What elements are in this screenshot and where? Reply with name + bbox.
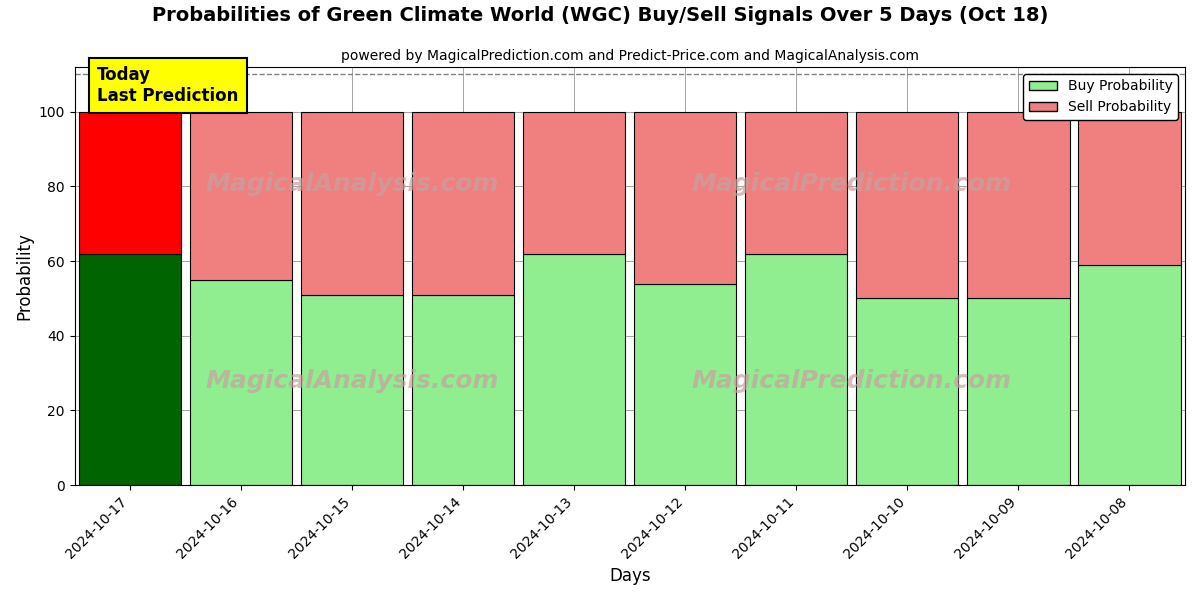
Bar	[1079, 112, 1181, 265]
Bar	[412, 112, 515, 295]
Text: MagicalPrediction.com: MagicalPrediction.com	[692, 368, 1012, 392]
Bar	[635, 112, 737, 284]
Y-axis label: Probability: Probability	[16, 232, 34, 320]
Text: MagicalAnalysis.com: MagicalAnalysis.com	[205, 172, 499, 196]
Bar	[967, 298, 1069, 485]
Bar	[412, 295, 515, 485]
Text: Probabilities of Green Climate World (WGC) Buy/Sell Signals Over 5 Days (Oct 18): Probabilities of Green Climate World (WG…	[152, 6, 1048, 25]
X-axis label: Days: Days	[610, 567, 650, 585]
Bar	[857, 112, 959, 298]
Bar	[190, 280, 293, 485]
Title: powered by MagicalPrediction.com and Predict-Price.com and MagicalAnalysis.com: powered by MagicalPrediction.com and Pre…	[341, 49, 919, 63]
Text: MagicalPrediction.com: MagicalPrediction.com	[692, 172, 1012, 196]
Bar	[301, 295, 403, 485]
Text: MagicalAnalysis.com: MagicalAnalysis.com	[205, 368, 499, 392]
Bar	[79, 112, 181, 254]
Legend: Buy Probability, Sell Probability: Buy Probability, Sell Probability	[1024, 74, 1178, 120]
Bar	[1079, 265, 1181, 485]
Bar	[967, 112, 1069, 298]
Bar	[857, 298, 959, 485]
Bar	[190, 112, 293, 280]
Bar	[301, 112, 403, 295]
Bar	[635, 284, 737, 485]
Bar	[745, 112, 847, 254]
Bar	[523, 254, 625, 485]
Bar	[523, 112, 625, 254]
Text: Today
Last Prediction: Today Last Prediction	[97, 66, 239, 105]
Bar	[745, 254, 847, 485]
Bar	[79, 254, 181, 485]
